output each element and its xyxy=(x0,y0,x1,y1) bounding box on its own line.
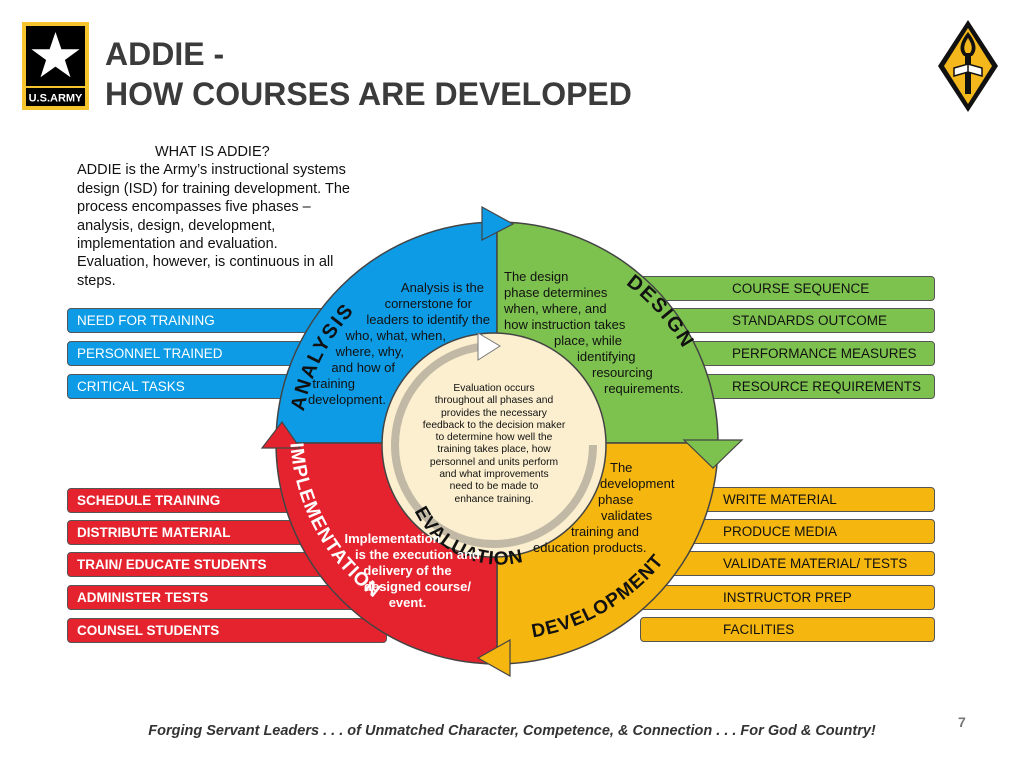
design-item: COURSE SEQUENCE xyxy=(640,276,935,301)
development-item: INSTRUCTOR PREP xyxy=(640,585,935,610)
arrow-head-icon xyxy=(260,420,302,449)
evaluation-loop-arrow xyxy=(391,342,597,548)
arrow-head-icon xyxy=(476,638,511,678)
implementation-description: Implementation is the execution and deli… xyxy=(344,531,480,610)
arrow-head-icon xyxy=(477,332,501,361)
design-description: The design phase determines when, where,… xyxy=(504,269,684,396)
development-description: The development phase validates training… xyxy=(533,460,675,555)
implementation-item: COUNSEL STUDENTS xyxy=(67,618,387,643)
title-line-1: ADDIE - xyxy=(105,36,225,72)
development-item: FACILITIES xyxy=(640,617,935,642)
logo-text: U.S.ARMY xyxy=(29,93,83,105)
us-army-logo: U.S.ARMY xyxy=(22,22,89,110)
intro-body: ADDIE is the Army’s instructional system… xyxy=(77,162,350,289)
page-title: ADDIE - HOW COURSES ARE DEVELOPED xyxy=(105,34,632,114)
design-item: STANDARDS OUTCOME xyxy=(640,308,935,333)
intro-heading: WHAT IS ADDIE? xyxy=(155,144,270,160)
evaluation-description: Evaluation occurs throughout all phases … xyxy=(422,383,566,505)
torch-insignia-icon xyxy=(938,20,998,112)
footer-motto: Forging Servant Leaders . . . of Unmatch… xyxy=(148,723,876,739)
arrow-head-icon xyxy=(481,205,515,241)
analysis-description: Analysis is the cornerstone for leaders … xyxy=(307,280,490,407)
evaluation-circle xyxy=(381,332,607,558)
development-item: VALIDATE MATERIAL/ TESTS xyxy=(640,551,935,576)
page-number: 7 xyxy=(958,714,966,730)
arrow-head-icon xyxy=(682,439,744,469)
intro-text: WHAT IS ADDIE? ADDIE is the Army’s instr… xyxy=(77,143,352,290)
title-line-2: HOW COURSES ARE DEVELOPED xyxy=(105,76,632,112)
